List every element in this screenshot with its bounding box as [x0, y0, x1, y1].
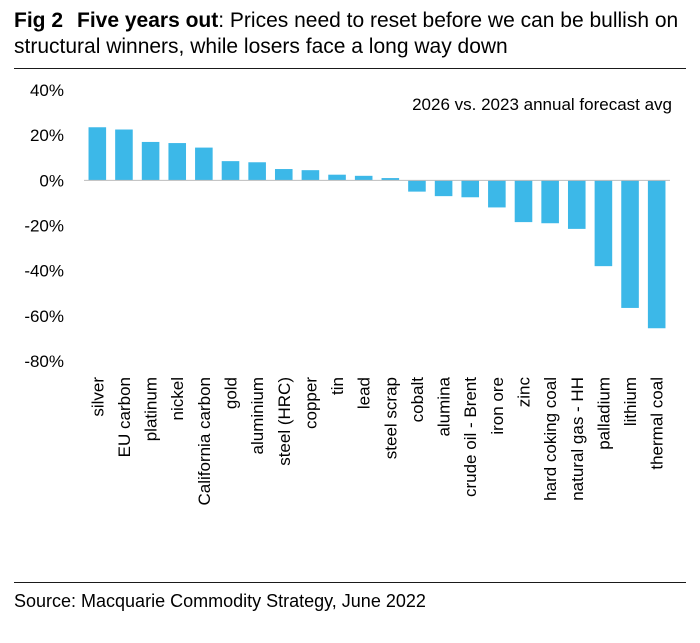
x-category-label: zinc [515, 377, 534, 408]
title-divider [14, 68, 686, 69]
bar [434, 180, 453, 197]
bar [115, 129, 133, 181]
x-category-label: platinum [142, 377, 161, 441]
x-category-label: gold [222, 377, 241, 409]
bar [488, 180, 506, 208]
x-category-label: tin [328, 377, 347, 395]
bar [567, 180, 586, 229]
x-category-label: silver [88, 377, 107, 417]
bar-chart: 40% 20% 0% -20% -40% -60% -80% silver EU carbon… [24, 81, 672, 506]
x-category-label: hard coking coal [541, 377, 560, 501]
bar [381, 178, 400, 181]
x-category-label: lead [355, 377, 374, 409]
x-category-label: steel scrap [381, 377, 400, 459]
bar [594, 180, 613, 267]
x-category-label: nickel [168, 377, 187, 420]
y-tick-label: -80% [24, 352, 64, 371]
x-category-label: iron ore [488, 377, 507, 435]
bar [541, 180, 559, 224]
y-tick-label: -60% [24, 307, 64, 326]
y-axis: 40% 20% 0% -20% -40% -60% -80% [24, 81, 64, 371]
bar [461, 180, 480, 198]
bar [141, 141, 160, 181]
x-category-label: crude oil - Brent [461, 377, 480, 497]
bar [88, 127, 107, 181]
bar-series [88, 127, 666, 329]
y-tick-label: 0% [39, 171, 64, 190]
x-category-label: copper [301, 377, 320, 429]
x-category-label: lithium [621, 377, 640, 426]
y-tick-label: 40% [30, 81, 64, 100]
figure-label: Fig 2 [14, 9, 64, 32]
x-category-label: natural gas - HH [568, 377, 587, 501]
x-axis-labels: silver EU carbon platinum nickel California … [88, 376, 666, 505]
x-category-label: palladium [594, 377, 613, 450]
bar [408, 180, 426, 192]
source-note: Source: Macquarie Commodity Strategy, Ju… [14, 591, 426, 611]
chart-annotation: 2026 vs. 2023 annual forecast avg [412, 95, 672, 114]
x-category-label: alumina [435, 376, 454, 436]
title-rest: : Prices need to reset before we can be … [14, 9, 679, 58]
bar [514, 180, 533, 223]
chart-title: Fig 2 Five years out: Prices need to rese… [14, 8, 690, 60]
bar [221, 161, 240, 181]
y-tick-label: -40% [24, 262, 64, 281]
bar [621, 180, 639, 308]
bar [354, 175, 373, 181]
bar [168, 143, 187, 181]
bar [248, 162, 266, 181]
bar [195, 147, 213, 181]
y-tick-label: 20% [30, 126, 64, 145]
bar [328, 174, 346, 181]
x-category-label: California carbon [195, 377, 214, 506]
y-tick-label: -20% [24, 217, 64, 236]
bar [301, 170, 320, 181]
x-category-label: EU carbon [115, 377, 134, 457]
bar [274, 169, 293, 181]
x-category-label: cobalt [408, 377, 427, 423]
x-category-label: thermal coal [648, 377, 667, 470]
source-divider [14, 582, 686, 583]
x-category-label: steel (HRC) [275, 377, 294, 466]
bar [647, 180, 666, 329]
x-category-label: aluminium [248, 377, 267, 454]
title-bold: Five years out [77, 9, 219, 32]
